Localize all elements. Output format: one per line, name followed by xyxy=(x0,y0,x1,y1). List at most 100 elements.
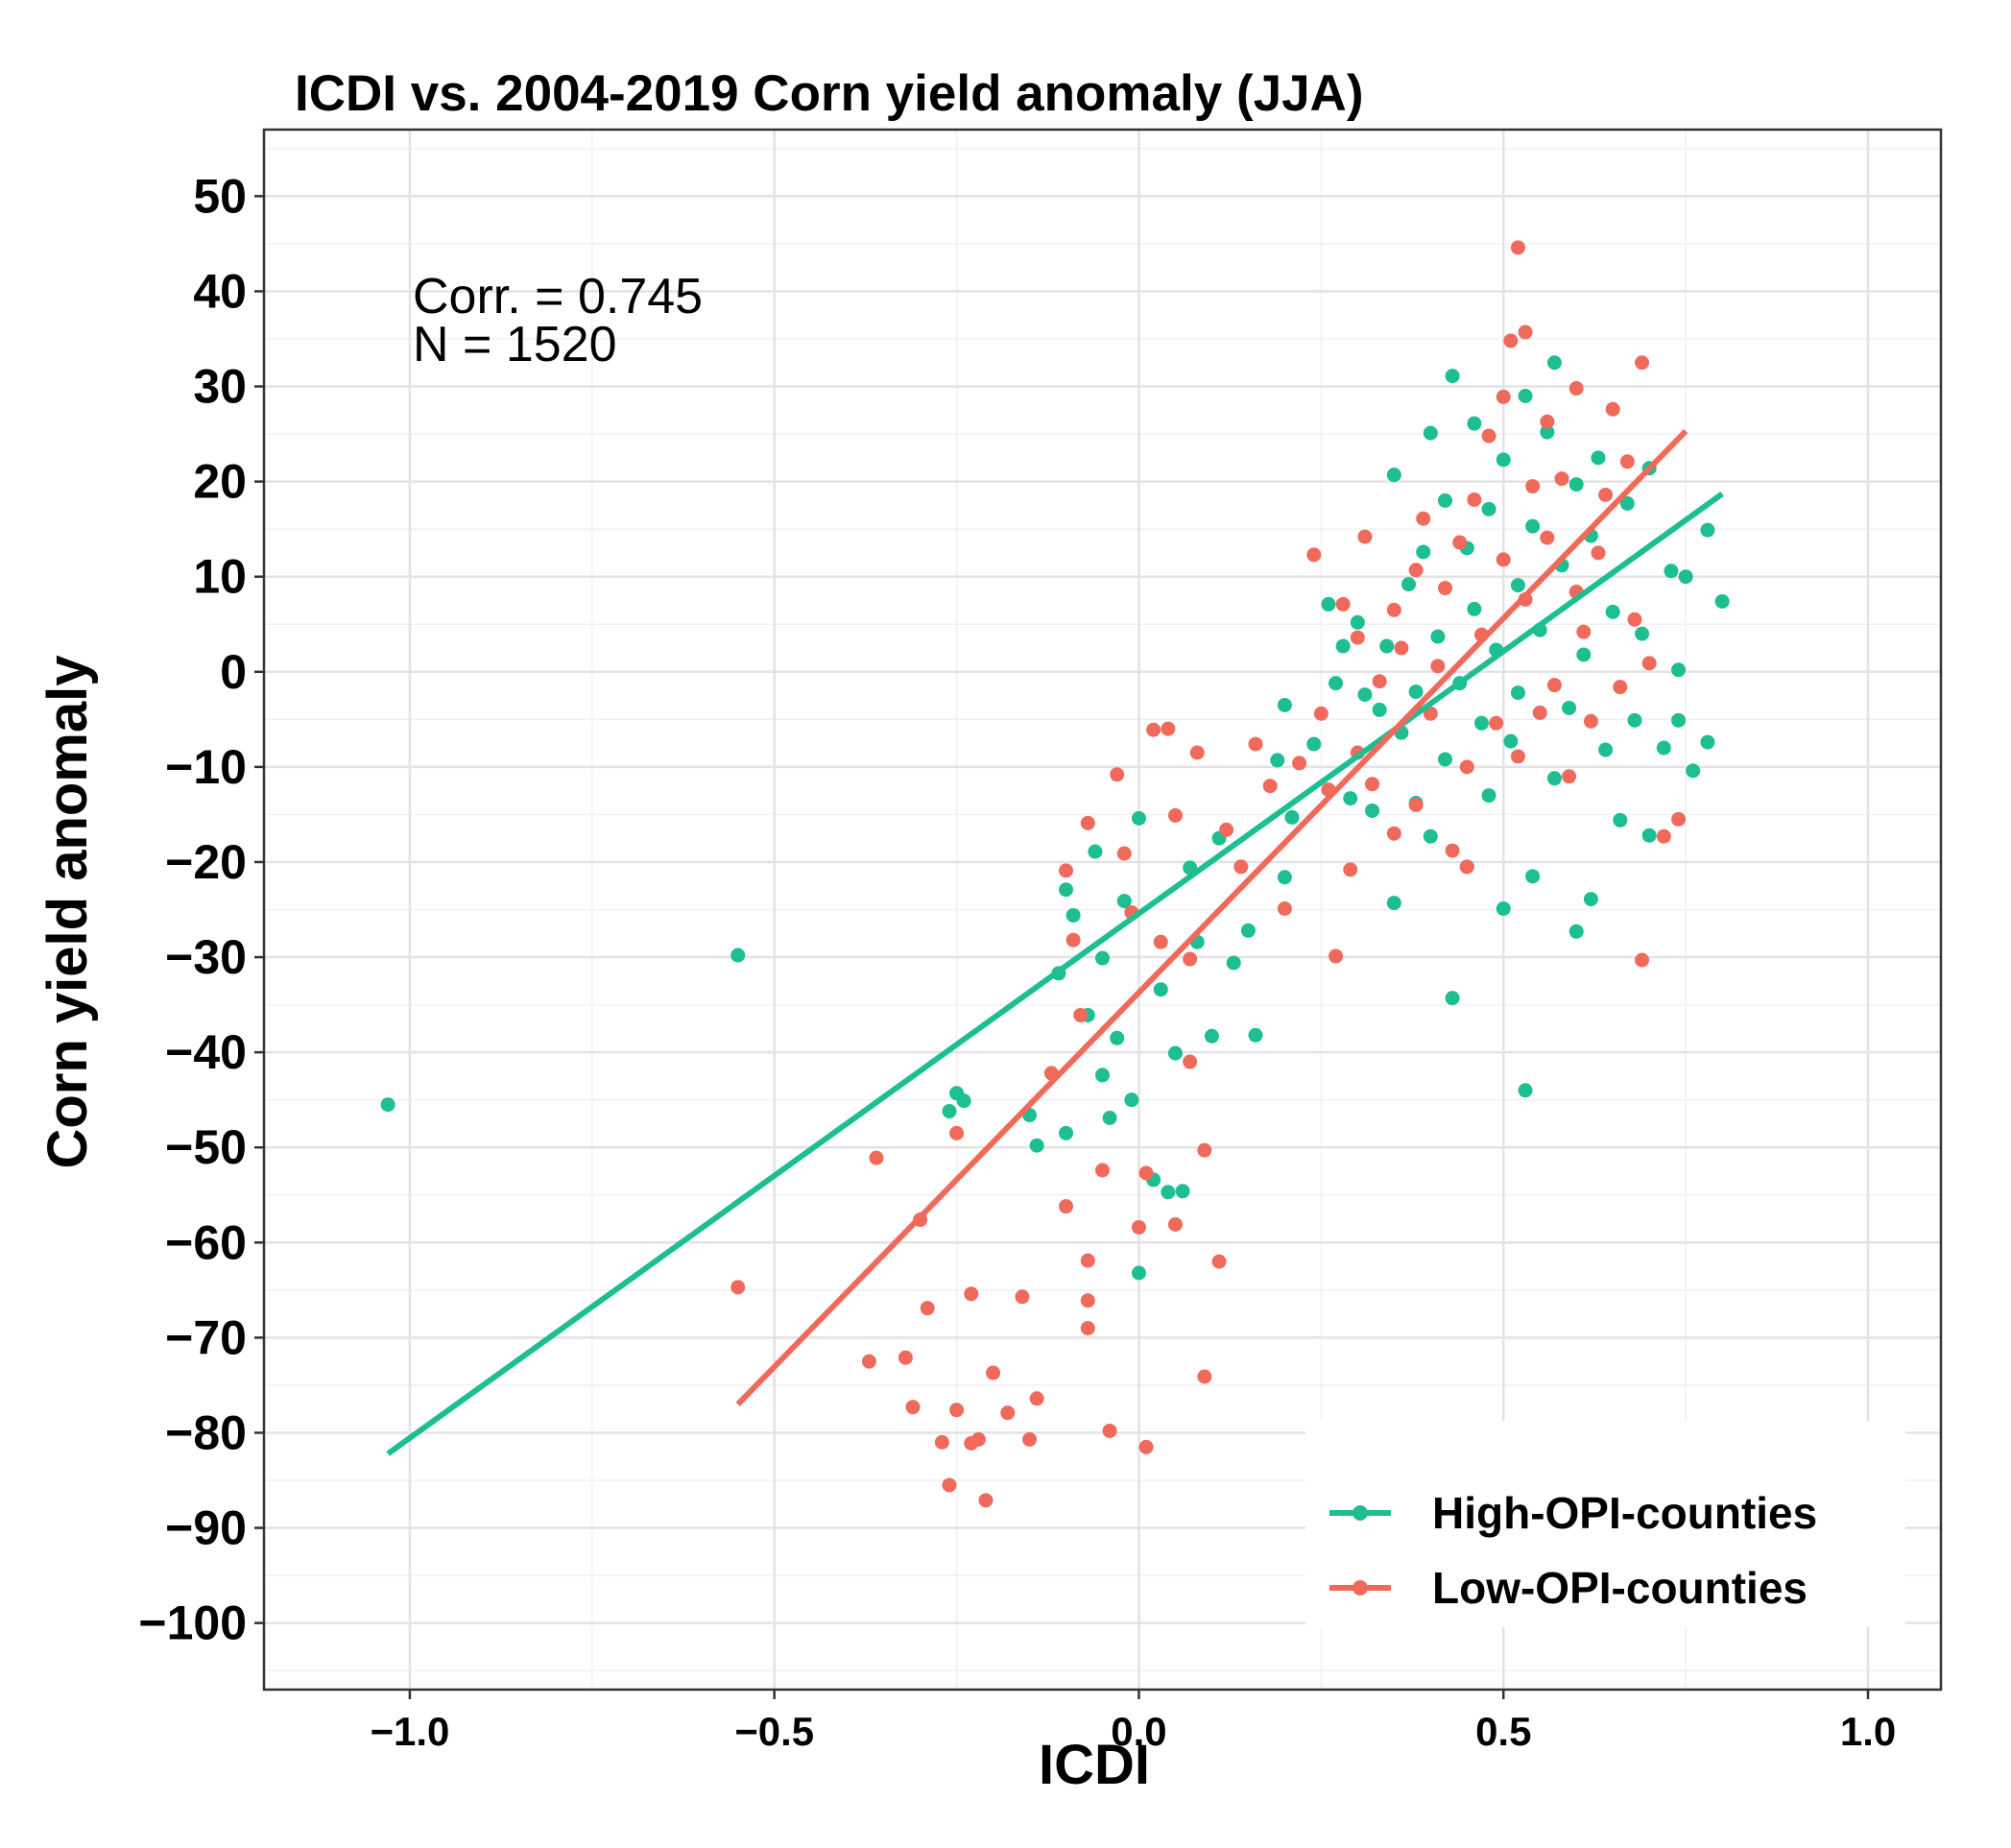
data-point-high-opi-counties xyxy=(1329,676,1344,691)
data-point-high-opi-counties xyxy=(1175,1184,1190,1199)
data-point-low-opi-counties xyxy=(1546,678,1562,693)
data-point-low-opi-counties xyxy=(1656,828,1671,844)
data-point-low-opi-counties xyxy=(1292,756,1307,771)
data-point-low-opi-counties xyxy=(1583,713,1598,729)
data-point-low-opi-counties xyxy=(1540,530,1555,545)
data-point-low-opi-counties xyxy=(1015,1289,1030,1305)
data-point-low-opi-counties xyxy=(1554,471,1569,487)
data-point-low-opi-counties xyxy=(1211,1254,1227,1269)
sample-size-annotation: N = 1520 xyxy=(413,317,617,372)
data-point-low-opi-counties xyxy=(1467,492,1482,507)
data-point-high-opi-counties xyxy=(1423,828,1438,844)
data-point-low-opi-counties xyxy=(869,1150,884,1165)
data-point-low-opi-counties xyxy=(1116,846,1132,861)
data-point-high-opi-counties xyxy=(1335,638,1351,654)
y-tick-label: −50 xyxy=(165,1120,247,1174)
data-point-low-opi-counties xyxy=(1167,1216,1183,1232)
data-point-low-opi-counties xyxy=(1671,811,1687,827)
data-point-high-opi-counties xyxy=(1510,685,1525,701)
data-point-high-opi-counties xyxy=(1467,416,1482,431)
data-point-low-opi-counties xyxy=(942,1477,957,1493)
data-point-low-opi-counties xyxy=(898,1350,913,1365)
data-point-high-opi-counties xyxy=(1473,715,1489,731)
data-point-high-opi-counties xyxy=(730,948,746,963)
y-tick-label: −60 xyxy=(165,1215,247,1269)
data-point-high-opi-counties xyxy=(1248,1027,1263,1043)
data-point-high-opi-counties xyxy=(1153,982,1168,997)
data-point-low-opi-counties xyxy=(1248,736,1263,752)
data-point-low-opi-counties xyxy=(1153,934,1168,949)
data-point-high-opi-counties xyxy=(1343,791,1358,806)
data-point-low-opi-counties xyxy=(1233,859,1249,875)
data-point-low-opi-counties xyxy=(1445,843,1460,858)
data-point-low-opi-counties xyxy=(1197,1369,1212,1384)
y-tick-label: −40 xyxy=(165,1025,247,1079)
data-point-high-opi-counties xyxy=(1116,894,1132,909)
data-point-high-opi-counties xyxy=(1401,577,1417,592)
data-point-low-opi-counties xyxy=(1102,1423,1117,1438)
data-point-low-opi-counties xyxy=(1576,624,1592,639)
data-point-high-opi-counties xyxy=(1430,629,1446,644)
data-point-high-opi-counties xyxy=(1124,1092,1139,1108)
chart-title: ICDI vs. 2004-2019 Corn yield anomaly (J… xyxy=(295,65,1363,122)
data-point-low-opi-counties xyxy=(949,1125,965,1140)
data-point-low-opi-counties xyxy=(986,1365,1001,1380)
legend: High-OPI-counties Low-OPI-counties xyxy=(1305,1421,1905,1627)
data-point-low-opi-counties xyxy=(1386,602,1401,617)
data-point-high-opi-counties xyxy=(1598,742,1614,757)
data-point-low-opi-counties xyxy=(1277,901,1292,917)
data-point-low-opi-counties xyxy=(1110,767,1125,782)
data-point-high-opi-counties xyxy=(1510,578,1525,593)
data-point-low-opi-counties xyxy=(1437,581,1452,596)
data-point-low-opi-counties xyxy=(1423,706,1438,721)
fit-lines-layer xyxy=(386,429,1724,1456)
data-point-low-opi-counties xyxy=(964,1286,979,1302)
data-point-high-opi-counties xyxy=(1481,501,1496,516)
data-point-low-opi-counties xyxy=(920,1301,935,1316)
data-point-high-opi-counties xyxy=(1546,771,1562,786)
x-axis-title: ICDI xyxy=(1039,1734,1150,1796)
data-point-low-opi-counties xyxy=(1408,798,1424,813)
data-point-low-opi-counties xyxy=(970,1431,986,1447)
x-tick-label: 1.0 xyxy=(1840,1709,1896,1754)
y-tick-label: 0 xyxy=(220,645,247,699)
data-point-high-opi-counties xyxy=(1686,763,1701,779)
data-point-low-opi-counties xyxy=(978,1493,994,1508)
data-point-low-opi-counties xyxy=(1459,859,1474,875)
data-point-high-opi-counties xyxy=(1576,647,1592,662)
x-tick-label: −1.0 xyxy=(370,1709,449,1754)
y-tick-label: 20 xyxy=(193,455,247,509)
data-point-high-opi-counties xyxy=(1605,604,1620,619)
data-point-low-opi-counties xyxy=(1131,1219,1146,1235)
data-point-low-opi-counties xyxy=(1641,656,1657,671)
data-point-high-opi-counties xyxy=(1568,924,1584,939)
data-point-low-opi-counties xyxy=(1343,862,1358,877)
data-point-high-opi-counties xyxy=(1481,788,1496,804)
data-point-high-opi-counties xyxy=(1591,450,1606,466)
y-tick-label: 30 xyxy=(193,360,247,414)
y-tick-label: 40 xyxy=(193,264,247,318)
data-point-high-opi-counties xyxy=(1562,700,1577,715)
data-point-low-opi-counties xyxy=(1000,1405,1016,1421)
data-point-high-opi-counties xyxy=(1059,882,1074,898)
data-point-low-opi-counties xyxy=(1525,479,1541,494)
data-point-low-opi-counties xyxy=(1503,333,1519,348)
data-point-high-opi-counties xyxy=(1664,564,1679,579)
data-point-high-opi-counties xyxy=(942,1104,957,1119)
data-point-high-opi-counties xyxy=(1306,736,1322,752)
data-point-high-opi-counties xyxy=(1204,1028,1219,1044)
data-point-low-opi-counties xyxy=(1065,932,1081,948)
data-point-low-opi-counties xyxy=(730,1280,746,1295)
data-point-high-opi-counties xyxy=(1416,544,1431,560)
data-point-high-opi-counties xyxy=(1284,809,1300,825)
data-point-high-opi-counties xyxy=(1546,355,1562,371)
data-point-low-opi-counties xyxy=(1452,535,1468,550)
data-point-low-opi-counties xyxy=(1394,640,1409,656)
data-point-low-opi-counties xyxy=(1313,706,1329,721)
data-point-low-opi-counties xyxy=(1138,1165,1154,1181)
data-point-low-opi-counties xyxy=(1029,1391,1044,1406)
data-point-high-opi-counties xyxy=(1678,569,1693,585)
data-point-low-opi-counties xyxy=(1496,389,1511,404)
data-point-high-opi-counties xyxy=(1619,495,1635,511)
